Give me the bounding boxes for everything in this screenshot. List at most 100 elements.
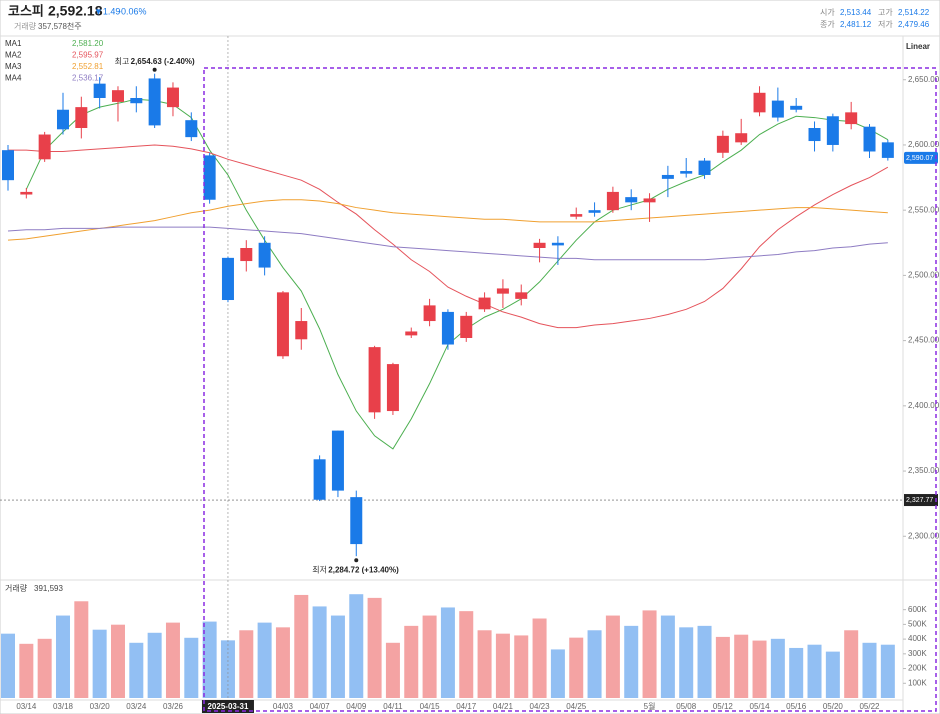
candle-body [368,347,381,413]
volume-bar [110,624,125,698]
volume-bar [129,642,144,698]
volume-tick-label: 200K [908,664,927,673]
x-tick-label: 04/11 [383,702,403,711]
x-tick-label: 03/24 [126,702,147,711]
candle-body [276,292,289,357]
stock-name: 코스피 [8,3,44,18]
y-tick-label: 2,650.00 [908,75,940,84]
volume-bar [679,627,694,698]
volume-label: 거래량 [14,21,37,31]
volume-readout: 391,593 [34,584,63,593]
volume-bar [459,611,474,698]
candle-body [661,174,674,179]
legend-name: MA1 [5,39,22,48]
volume-bar [74,601,89,698]
low-label: 최저 [312,564,327,574]
candle-body [551,242,564,246]
volume: 357,578천주 [38,21,82,31]
candle-body [496,288,509,294]
volume-bar [92,629,107,698]
volume-bar [752,640,767,698]
candle-body [350,497,363,545]
x-tick-label: 5월 [644,701,656,711]
x-tick-label: 03/18 [53,702,74,711]
x-tick-label: 05/20 [823,702,844,711]
ohlc-value: 2,479.46 [898,20,930,29]
x-tick-label: 04/03 [273,702,294,711]
volume-bar [880,644,895,698]
volume-bar [605,615,620,698]
ohlc-label: 종가 [820,20,835,29]
volume-bar [385,642,400,698]
ohlc-label: 시가 [820,8,835,17]
x-tick-label: 04/07 [310,702,331,711]
candle-body [625,197,638,203]
candle-body [515,292,528,299]
volume-bar [257,622,272,698]
x-tick-label: 05/14 [750,702,771,711]
scale-mode[interactable]: Linear [906,42,930,51]
candle-body [698,160,711,175]
volume-bar [495,633,510,698]
volume-bar [715,636,730,698]
candle-body [221,257,234,301]
volume-bar [1,633,15,698]
candle-body [2,150,14,181]
volume-bar [37,638,52,698]
x-tick-label: 03/26 [163,702,184,711]
volume-bar [422,615,437,698]
low-marker [354,558,359,563]
volume-tick-label: 600K [908,605,927,614]
volume-bar [624,625,639,698]
volume-bar [825,651,840,698]
candle-body [533,242,546,248]
volume-bar [275,627,290,698]
y-tick-label: 2,550.00 [908,205,940,214]
ohlc-value: 2,481.12 [840,20,872,29]
high-label: 최고 [115,56,130,66]
x-tick-label: 05/08 [676,702,697,711]
candle-body [386,364,399,412]
volume-bar [789,647,804,698]
volume-bar [862,642,877,698]
ohlc-label: 저가 [878,20,893,29]
candle-body [863,126,876,152]
candle-body [845,112,858,125]
volume-bar [569,637,584,698]
x-tick-label: 05/22 [859,702,880,711]
candle-body [606,191,619,211]
candle-body [93,83,106,98]
candle-body [405,331,418,336]
volume-bar [697,625,712,698]
volume-bar [165,622,180,698]
y-tick-label: 2,500.00 [908,271,940,280]
x-tick-label: 04/15 [420,702,441,711]
candle-body [295,321,308,340]
last-price-box [904,151,938,164]
candle-body [258,242,271,268]
legend-name: MA4 [5,74,22,83]
moving-average [7,226,888,261]
candle-body [111,90,124,102]
volume-bar [587,630,602,698]
volume-bar [807,644,822,698]
candle-body [240,248,253,262]
legend-name: MA3 [5,62,22,71]
volume-tick-label: 500K [908,619,927,628]
candle-body [20,191,33,195]
volume-bar [312,606,327,698]
moving-average [8,144,889,329]
candle-body [478,297,491,310]
x-tick-label: 03/20 [90,702,111,711]
crosshair-x-box [201,700,254,713]
x-tick-label: 03/14 [16,702,37,711]
candle-body [643,198,656,203]
candle-body [826,116,839,145]
y-tick-label: 2,600.00 [908,140,940,149]
volume-bar [367,597,382,698]
volume-bar [55,615,70,698]
legend-name: MA2 [5,51,22,60]
volume-bar [642,610,657,698]
